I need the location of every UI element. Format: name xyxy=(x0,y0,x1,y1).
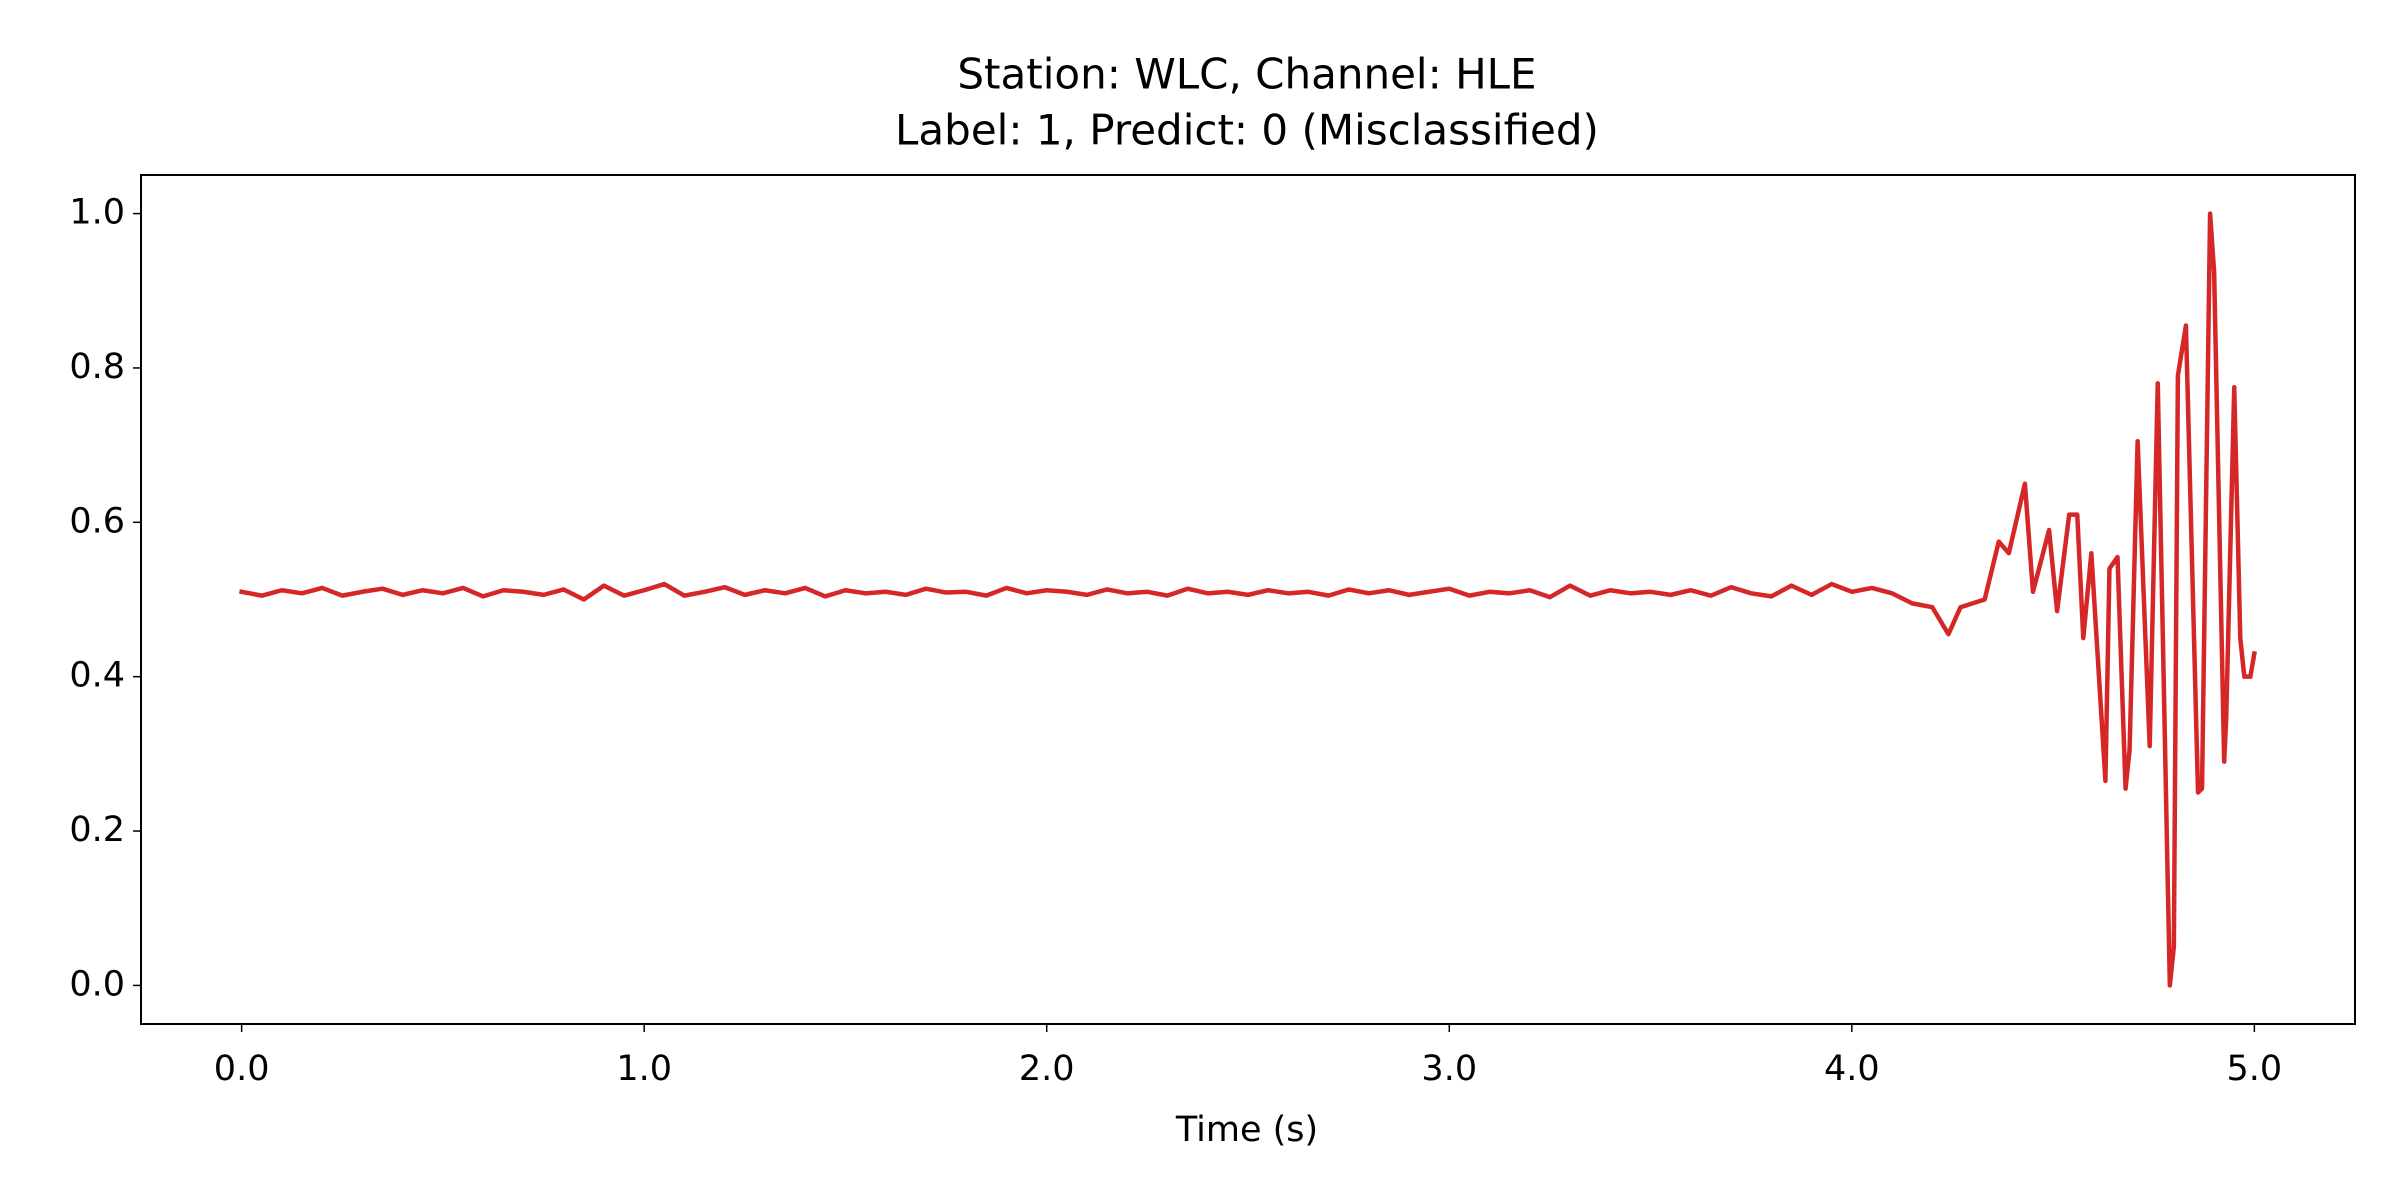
x-tick-label: 3.0 xyxy=(1421,1049,1477,1089)
x-axis-label: Time (s) xyxy=(1175,1110,1318,1150)
x-tick-label: 1.0 xyxy=(616,1049,672,1089)
y-tick-label: 0.8 xyxy=(69,347,125,387)
x-tick-label: 5.0 xyxy=(2227,1049,2283,1089)
waveform-line xyxy=(239,211,2257,988)
y-tick-label: 0.6 xyxy=(69,501,125,541)
x-tick-label: 0.0 xyxy=(214,1049,270,1089)
chart-title: Station: WLC, Channel: HLE xyxy=(957,50,1536,99)
chart-subtitle: Label: 1, Predict: 0 (Misclassified) xyxy=(895,106,1599,155)
x-tick-label: 4.0 xyxy=(1824,1049,1880,1089)
x-tick-label: 2.0 xyxy=(1019,1049,1075,1089)
y-tick-label: 0.4 xyxy=(69,656,125,696)
plot-frame xyxy=(140,174,2356,1025)
y-tick-label: 1.0 xyxy=(69,193,125,233)
y-tick-label: 0.2 xyxy=(69,810,125,850)
y-tick-label: 0.0 xyxy=(69,964,125,1004)
